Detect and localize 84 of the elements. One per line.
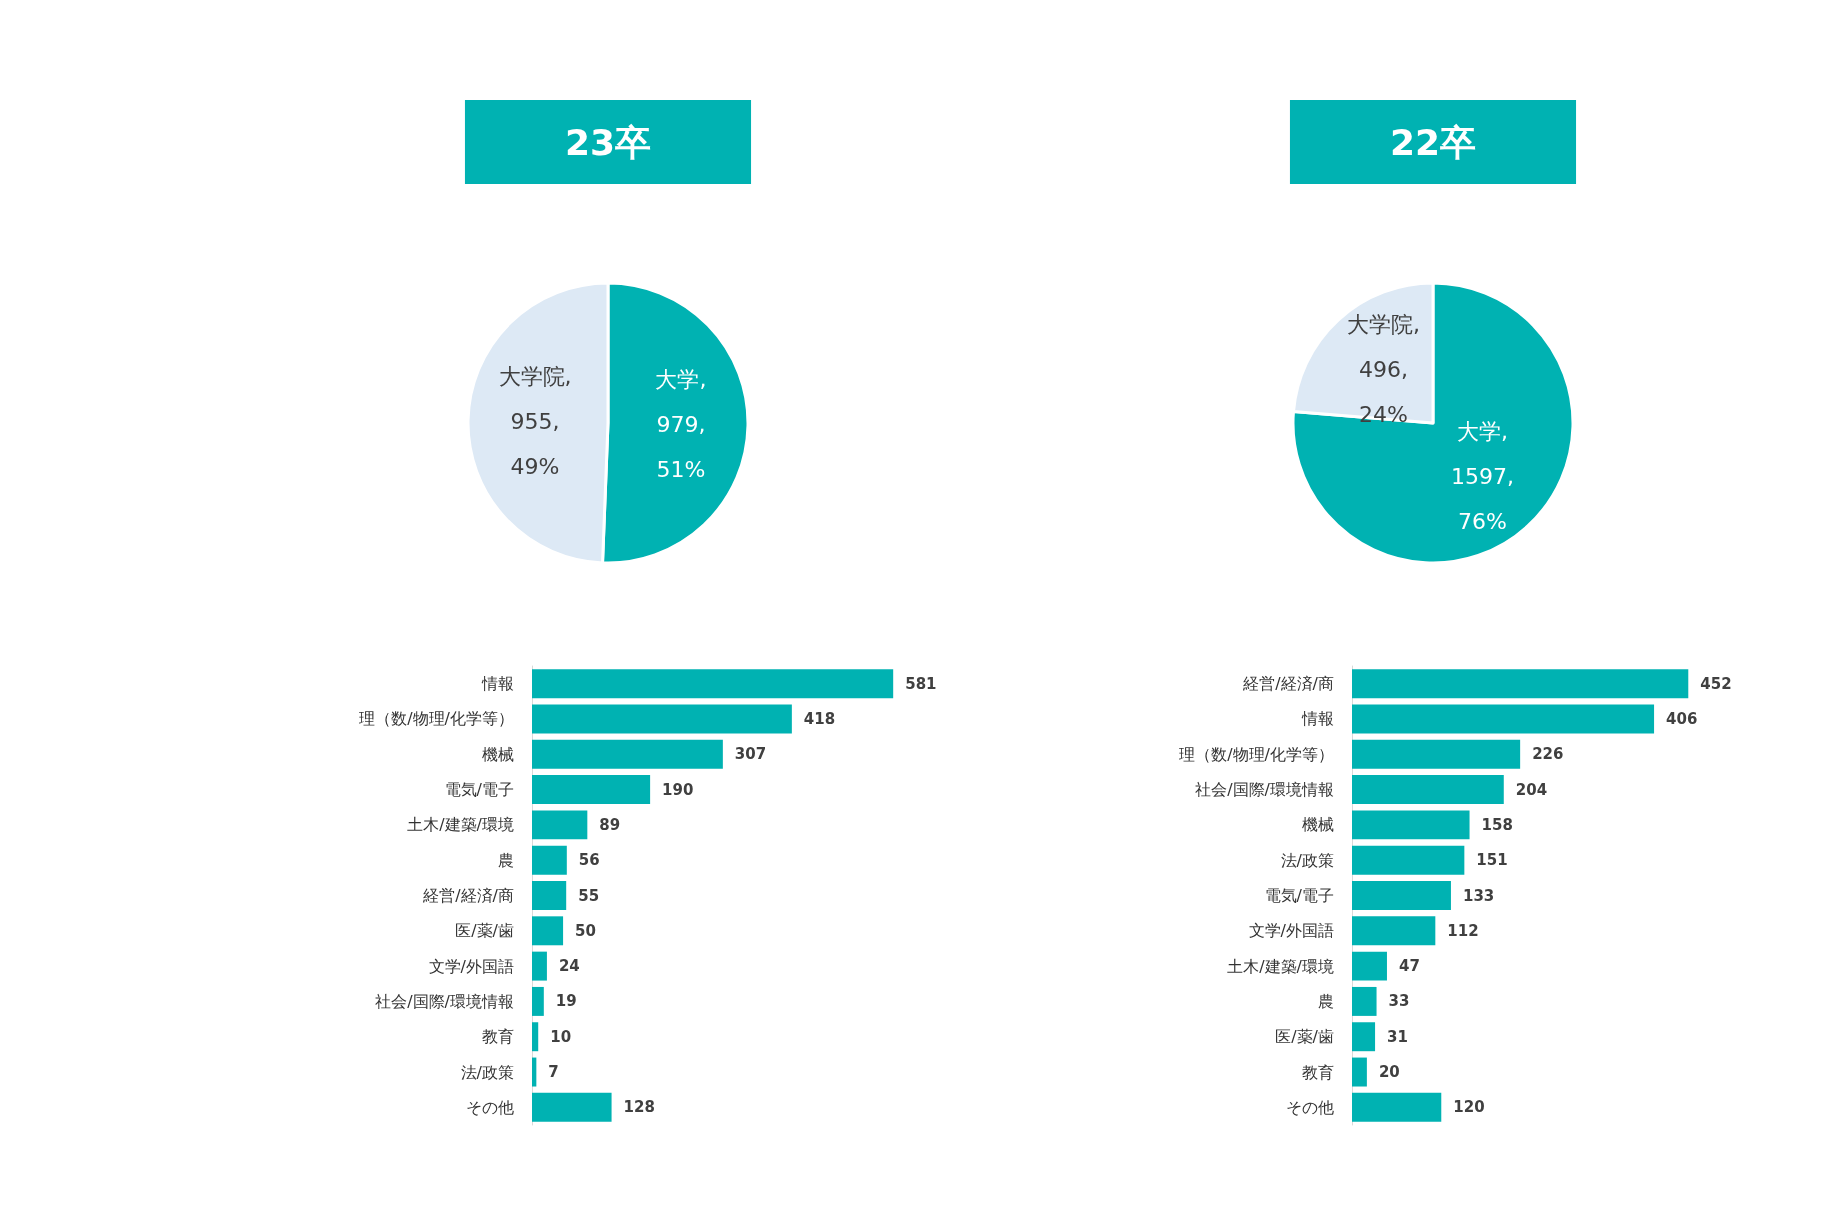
data-label: 133 [1462,886,1495,905]
bar [532,986,544,1016]
data-label: 10 [550,1027,572,1046]
y-tick-label: 土木/建築/環境 [407,815,514,835]
data-label: 204 [1515,780,1548,799]
bar [1352,881,1451,910]
y-tick-label: 電気/電子 [444,780,514,800]
y-tick-label: 医/薬/歯 [455,921,514,941]
data-label: 7 [548,1063,559,1082]
data-label: 19 [555,992,577,1011]
y-tick-label: 土木/建築/環境 [1227,956,1334,976]
data-label: 190 [662,780,694,799]
data-label: 128 [623,1098,655,1117]
slice-label: 大学, 979, 51% [655,366,707,482]
y-tick-label: 文学/外国語 [1248,921,1334,941]
bar [532,1022,539,1052]
y-tick-label: その他 [1286,1097,1334,1117]
data-label: 418 [803,709,836,728]
data-label: 158 [1481,815,1513,834]
bar [532,845,567,875]
y-tick-label: 教育 [1302,1062,1334,1082]
slice-label: 大学院, 496, 24% [1347,311,1421,427]
data-label: 151 [1476,851,1508,870]
bar [1352,1092,1442,1122]
data-label: 581 [905,674,937,693]
bar [1352,704,1655,734]
y-tick-label: 情報 [481,674,514,694]
chart-title: 22卒 [1389,121,1477,163]
data-label: 452 [1700,674,1732,693]
data-label: 24 [558,957,580,976]
bar [532,1092,612,1122]
bar [532,669,894,699]
data-label: 20 [1378,1063,1400,1082]
bar [1352,775,1504,805]
bar [532,1057,537,1087]
y-tick-label: 法/政策 [460,1062,514,1082]
y-tick-label: 医/薬/歯 [1275,1027,1334,1047]
bar [532,704,792,734]
y-tick-label: 機械 [1302,815,1334,835]
bar [1352,951,1387,981]
bar [532,881,567,910]
bar [532,775,651,805]
y-tick-label: 経営/経済/商 [422,886,514,905]
y-tick-label: その他 [466,1097,514,1117]
y-tick-label: 法/政策 [1280,850,1334,870]
y-tick-label: 農 [498,850,514,870]
y-tick-label: 情報 [1301,709,1334,729]
data-label: 120 [1453,1098,1485,1117]
data-label: 226 [1532,745,1564,764]
bar [1352,810,1470,840]
data-label: 89 [599,815,621,834]
data-label: 406 [1666,709,1698,728]
slice-label: 大学院, 955, 49% [498,364,572,480]
data-label: 56 [578,851,600,870]
y-tick-label: 社会/国際/環境情報 [1195,780,1334,800]
data-label: 31 [1387,1027,1408,1046]
bar [1352,1057,1367,1087]
bar [532,916,564,946]
y-tick-label: 文学/外国語 [428,956,514,976]
y-tick-label: 理（数/物理/化学等） [1179,744,1334,764]
data-label: 307 [734,745,767,764]
y-tick-label: 電気/電子 [1264,886,1334,905]
data-label: 33 [1388,992,1410,1011]
y-tick-label: 理（数/物理/化学等） [359,709,514,729]
y-tick-label: 教育 [482,1027,514,1047]
data-label: 112 [1447,921,1479,940]
bar [1352,1022,1376,1052]
chart-title: 23卒 [564,121,652,163]
y-tick-label: 経営/経済/商 [1242,674,1334,694]
slice-label: 大学, 1597, 76% [1450,419,1514,535]
bar [1352,669,1689,699]
y-tick-label: 機械 [482,744,514,764]
bar [1352,739,1521,769]
data-label: 50 [575,921,596,940]
data-label: 55 [578,886,600,905]
bar [532,810,588,840]
data-label: 47 [1398,957,1420,976]
y-tick-label: 農 [1318,991,1334,1011]
bar [1352,845,1465,875]
y-tick-label: 社会/国際/環境情報 [375,991,514,1011]
bar [532,739,723,769]
bar [1352,986,1377,1016]
bar [1352,916,1436,946]
bar [532,951,547,981]
